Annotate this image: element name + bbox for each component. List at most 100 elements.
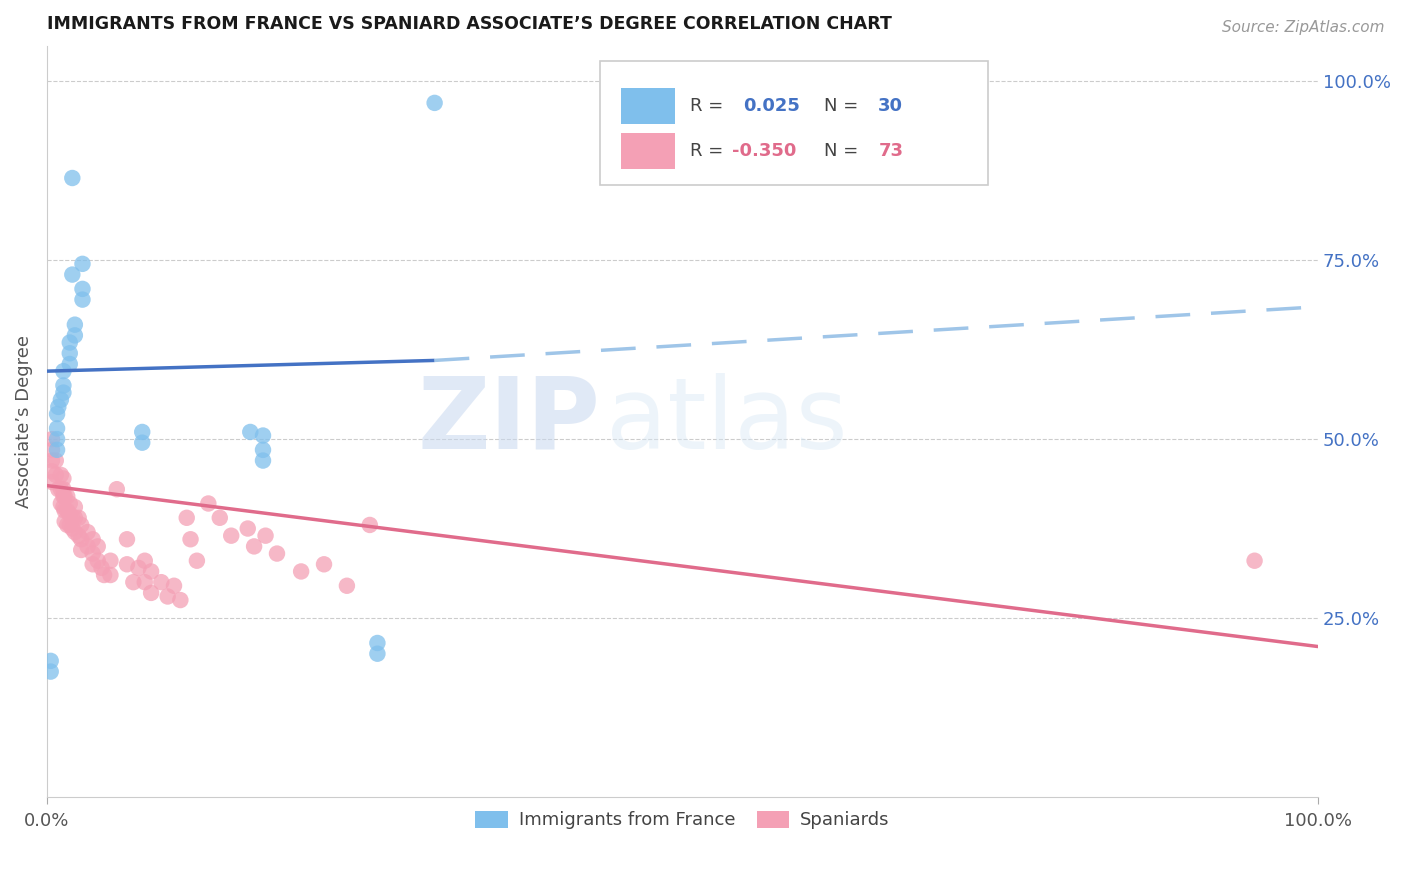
Point (115, 533, 138, 547)
Point (60, 268, 83, 282)
Point (366, 647, 388, 661)
Point (59, 496, 82, 510)
Point (46, 442, 69, 457)
Point (72, 293, 94, 307)
Point (150, 575, 173, 590)
Point (60, 171, 83, 186)
Point (134, 554, 156, 568)
Point (59, 335, 82, 350)
Point (52, 378, 75, 392)
Point (239, 425, 262, 439)
Point (76, 540, 98, 554)
Point (59, 346, 82, 360)
Point (100, 568, 122, 582)
Point (46, 432, 69, 446)
Point (219, 529, 242, 543)
Point (266, 547, 288, 561)
Point (45, 467, 67, 482)
Point (252, 428, 274, 442)
Point (1243, 554, 1265, 568)
Point (90, 561, 112, 575)
Point (52, 482, 75, 496)
Point (366, 636, 388, 650)
Point (115, 558, 138, 572)
Point (56, 489, 79, 503)
Point (186, 554, 208, 568)
Point (312, 558, 335, 572)
Point (423, 95, 446, 110)
Point (46, 407, 69, 421)
Point (252, 442, 274, 457)
Text: ZIP: ZIP (418, 373, 600, 470)
Point (87, 554, 110, 568)
Point (139, 565, 162, 579)
Point (67, 529, 90, 543)
Point (359, 518, 381, 533)
Point (56, 518, 79, 533)
FancyBboxPatch shape (621, 87, 675, 124)
Point (67, 510, 90, 524)
Legend: Immigrants from France, Spaniards: Immigrants from France, Spaniards (468, 804, 897, 837)
Point (41, 475, 63, 489)
Point (336, 579, 359, 593)
Y-axis label: Associate’s Degree: Associate’s Degree (15, 334, 32, 508)
Point (39, 654, 62, 668)
Point (70, 533, 93, 547)
Point (236, 522, 259, 536)
Point (254, 529, 277, 543)
Text: N =: N = (824, 142, 863, 160)
Point (208, 510, 231, 524)
Text: -0.350: -0.350 (733, 142, 796, 160)
Point (127, 561, 149, 575)
Point (163, 579, 186, 593)
Point (72, 282, 94, 296)
Point (63, 318, 86, 332)
Point (60, 522, 83, 536)
Point (49, 467, 72, 482)
Point (72, 257, 94, 271)
Point (46, 400, 69, 414)
Text: Source: ZipAtlas.com: Source: ZipAtlas.com (1222, 20, 1385, 35)
Text: R =: R = (690, 142, 730, 160)
Point (46, 482, 69, 496)
Point (243, 540, 266, 554)
Text: 0.025: 0.025 (744, 96, 800, 115)
Point (63, 500, 86, 514)
Point (105, 482, 128, 496)
Point (46, 421, 69, 435)
Point (39, 665, 62, 679)
Point (122, 575, 145, 590)
Point (139, 586, 162, 600)
Point (100, 554, 122, 568)
Point (52, 489, 75, 503)
Point (49, 392, 72, 407)
Point (87, 540, 110, 554)
Point (53, 489, 76, 503)
FancyBboxPatch shape (600, 61, 987, 185)
Point (52, 385, 75, 400)
Point (156, 590, 179, 604)
Point (82, 547, 104, 561)
Text: 73: 73 (879, 142, 903, 160)
Text: R =: R = (690, 96, 730, 115)
Text: N =: N = (824, 96, 863, 115)
Point (41, 464, 63, 478)
Point (60, 510, 83, 524)
Text: atlas: atlas (606, 373, 848, 470)
Point (52, 500, 75, 514)
FancyBboxPatch shape (621, 133, 675, 169)
Point (93, 568, 115, 582)
Point (252, 453, 274, 467)
Point (82, 558, 104, 572)
Point (131, 425, 153, 439)
Point (169, 593, 191, 607)
Point (131, 435, 153, 450)
Point (56, 503, 79, 517)
Point (63, 328, 86, 343)
Point (49, 482, 72, 496)
Point (52, 471, 75, 485)
Point (70, 518, 93, 533)
Point (197, 496, 219, 510)
Point (82, 533, 104, 547)
Point (45, 453, 67, 467)
